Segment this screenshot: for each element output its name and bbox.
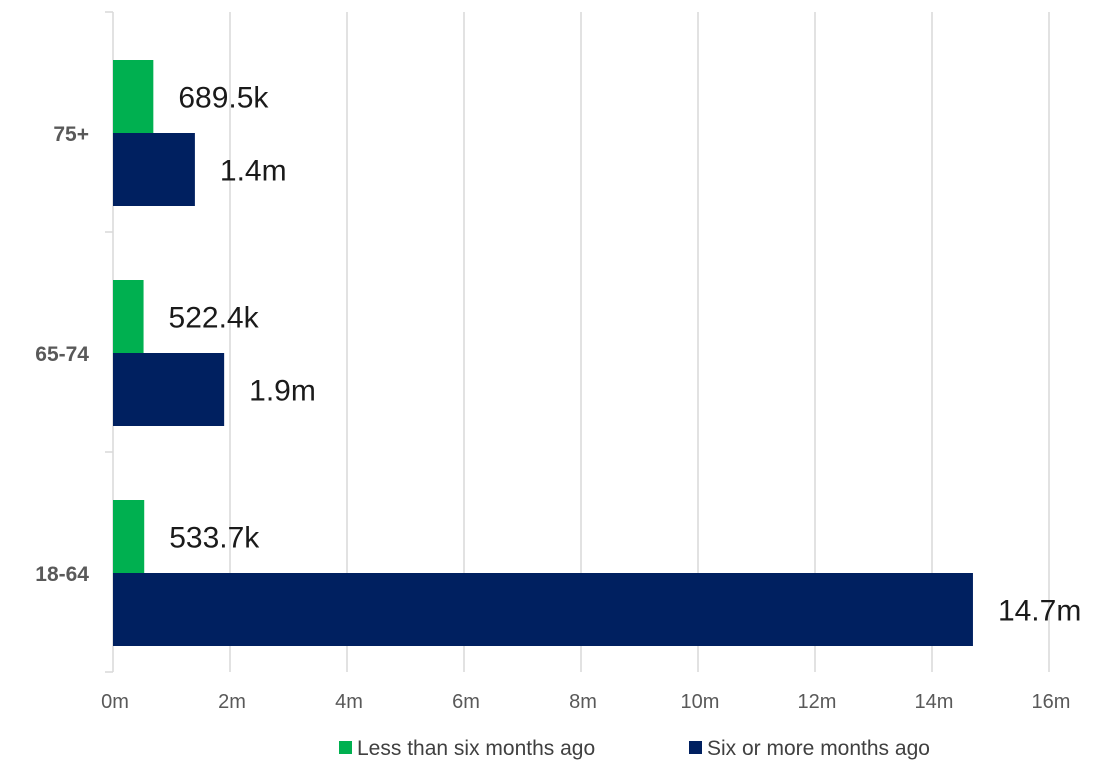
- category-label: 65-74: [35, 343, 89, 366]
- data-label: 1.9m: [249, 375, 316, 408]
- data-label: 533.7k: [169, 522, 260, 555]
- data-label: 522.4k: [169, 302, 260, 335]
- x-tick-label: 6m: [452, 691, 480, 713]
- bar-older-1: [113, 353, 225, 426]
- gridlines: [229, 12, 1050, 672]
- bar-recent-1: [113, 280, 144, 353]
- bar-recent-0: [113, 60, 154, 133]
- bar-older-2: [113, 573, 973, 646]
- bar-older-0: [113, 133, 195, 206]
- legend-swatch: [339, 741, 352, 754]
- x-tick-label: 14m: [915, 691, 954, 713]
- data-label: 689.5k: [178, 82, 269, 115]
- x-tick-label: 10m: [681, 691, 720, 713]
- category-labels: 75+ 65-74 18-64: [35, 123, 89, 586]
- legend-label: Six or more months ago: [707, 737, 930, 760]
- legend: Less than six months ago Six or more mont…: [339, 737, 930, 760]
- x-tick-label: 4m: [335, 691, 363, 713]
- legend-label: Less than six months ago: [357, 737, 595, 760]
- category-axis: [105, 11, 114, 673]
- x-tick-label: 8m: [569, 691, 597, 713]
- category-label: 75+: [53, 123, 89, 146]
- bar-recent-2: [113, 500, 145, 573]
- data-label: 1.4m: [220, 155, 287, 188]
- category-label: 18-64: [35, 563, 89, 586]
- x-tick-label: 12m: [798, 691, 837, 713]
- bars: [113, 60, 973, 646]
- x-axis-ticks: 0m 2m 4m 6m 8m 10m 12m 14m 16m: [101, 691, 1070, 713]
- data-labels: 689.5k 1.4m 522.4k 1.9m 533.7k 14.7m: [169, 82, 1082, 628]
- data-label: 14.7m: [998, 595, 1081, 628]
- x-tick-label: 16m: [1032, 691, 1071, 713]
- x-tick-label: 0m: [101, 691, 129, 713]
- legend-swatch: [689, 741, 702, 754]
- x-tick-label: 2m: [218, 691, 246, 713]
